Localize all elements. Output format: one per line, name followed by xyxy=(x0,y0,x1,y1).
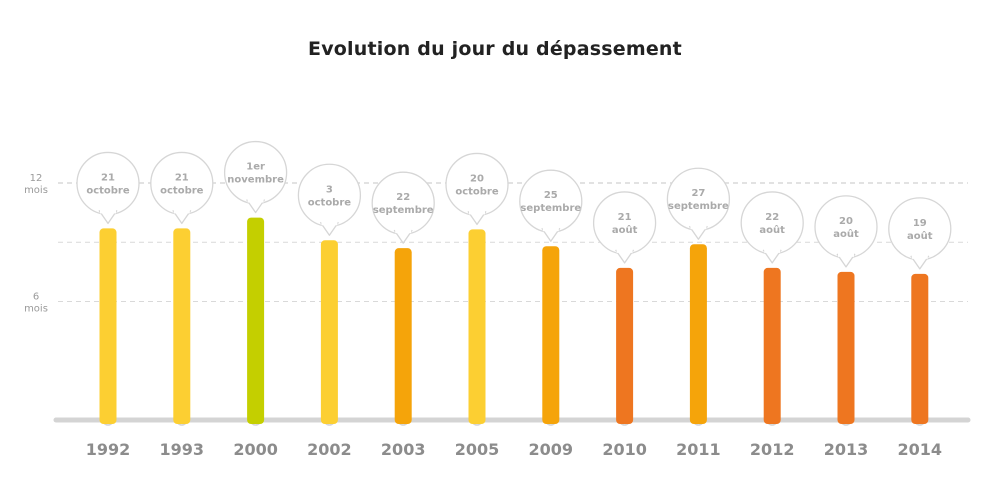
data-label-1992: 21 octobre xyxy=(86,172,130,196)
bubble-pointer-mask xyxy=(911,253,928,259)
bubble-pointer-mask xyxy=(469,209,485,215)
x-tick-label-2005: 2005 xyxy=(455,440,500,459)
bubble-circle xyxy=(814,195,878,259)
bubble-pointer-mask xyxy=(395,228,412,234)
data-label-2002: 3 octobre xyxy=(308,184,352,208)
bar-2003 xyxy=(394,248,412,424)
bubble-circle xyxy=(223,140,288,205)
date-bubble-2010: 21 août xyxy=(592,191,657,264)
data-label-2000: 1er novembre xyxy=(227,162,284,186)
bubble-pointer xyxy=(98,210,118,225)
x-tick-label-1992: 1992 xyxy=(86,440,131,459)
bubble-pointer xyxy=(836,253,856,268)
bubble-pointer-mask xyxy=(542,226,559,232)
bar-2011 xyxy=(689,244,707,424)
date-bubble-1993: 21 octobre xyxy=(150,151,214,225)
date-bubble-2013: 20 août xyxy=(814,195,878,268)
bar-2005 xyxy=(468,229,486,424)
x-tick-label-2003: 2003 xyxy=(381,440,426,459)
x-tick-label-2013: 2013 xyxy=(824,440,869,459)
x-tick-label-2012: 2012 xyxy=(750,440,795,459)
date-bubble-2003: 22 septembre xyxy=(371,171,435,244)
bubble-pointer-mask xyxy=(100,208,116,214)
data-label-2003: 22 septembre xyxy=(373,192,434,216)
data-label-2012: 22 août xyxy=(759,212,785,236)
bar-2014 xyxy=(911,273,929,424)
data-label-2013: 20 août xyxy=(833,216,859,240)
bubble-pointer xyxy=(615,249,635,264)
bar-1993 xyxy=(173,228,191,424)
bar-2002 xyxy=(320,240,338,424)
bubble-pointer-mask xyxy=(173,208,190,214)
chart-title: Evolution du jour du dépassement xyxy=(308,38,682,60)
data-label-2014: 19 août xyxy=(907,218,933,242)
date-bubble-1992: 21 octobre xyxy=(76,151,140,225)
bar-2013 xyxy=(837,271,855,424)
bubble-pointer xyxy=(541,227,561,242)
y-tick-label-12: 12 mois xyxy=(24,173,48,196)
x-tick-label-2000: 2000 xyxy=(233,440,278,459)
bubble-pointer xyxy=(688,225,708,240)
date-bubble-2009: 25 septembre xyxy=(519,169,583,242)
bar-1992 xyxy=(99,228,117,424)
bubble-pointer xyxy=(762,249,782,264)
data-label-2010: 21 août xyxy=(612,212,638,236)
x-tick-label-2009: 2009 xyxy=(529,440,574,459)
y-tick-label-6: 6 mois xyxy=(24,292,48,315)
data-label-2011: 27 septembre xyxy=(668,188,729,212)
bubble-pointer-mask xyxy=(247,197,264,203)
bubble-pointer-mask xyxy=(321,220,338,226)
bubble-pointer-mask xyxy=(838,251,854,257)
bubble-pointer xyxy=(246,199,266,214)
data-label-2009: 25 septembre xyxy=(520,190,581,214)
bar-2009 xyxy=(542,246,560,424)
x-tick-label-1993: 1993 xyxy=(160,440,205,459)
date-bubble-2005: 20 octobre xyxy=(445,152,509,226)
bubble-pointer xyxy=(172,210,192,225)
bar-2010 xyxy=(616,267,634,424)
bubble-pointer xyxy=(393,229,413,244)
x-tick-label-2010: 2010 xyxy=(602,440,647,459)
date-bubble-2014: 19 août xyxy=(888,197,952,270)
bubble-pointer xyxy=(467,211,487,226)
bar-2000 xyxy=(247,217,265,424)
x-tick-label-2014: 2014 xyxy=(898,440,943,459)
date-bubble-2012: 22 août xyxy=(740,191,804,264)
x-tick-label-2011: 2011 xyxy=(676,440,721,459)
date-bubble-2011: 27 septembre xyxy=(666,167,731,240)
bubble-pointer-mask xyxy=(690,224,707,230)
data-label-1993: 21 octobre xyxy=(160,172,204,196)
data-label-2005: 20 octobre xyxy=(455,173,499,197)
bubble-pointer xyxy=(319,221,339,236)
bubble-pointer-mask xyxy=(616,247,633,253)
date-bubble-2000: 1er novembre xyxy=(223,140,288,214)
x-tick-label-2002: 2002 xyxy=(307,440,352,459)
bubble-pointer-mask xyxy=(764,247,781,253)
bubble-pointer xyxy=(910,255,930,270)
bar-2012 xyxy=(763,267,781,424)
date-bubble-2002: 3 octobre xyxy=(297,163,362,236)
